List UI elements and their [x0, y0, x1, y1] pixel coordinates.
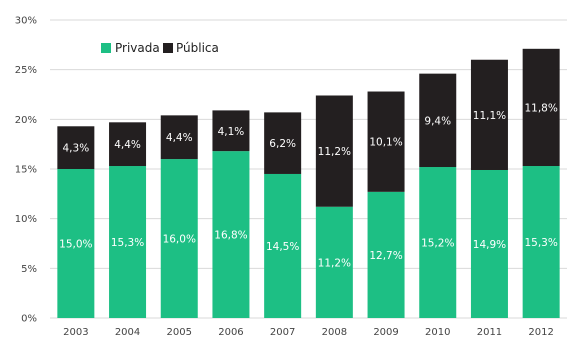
bar-label-publica: 9,4%	[424, 115, 451, 127]
bar-label-publica: 11,1%	[473, 110, 506, 122]
legend-swatch-publica	[163, 43, 173, 53]
bar-publica	[264, 112, 302, 174]
bar-label-privada: 15,3%	[111, 237, 144, 249]
x-axis-ticks: 2003 2004 2005 2006 2007 2008 2009 2010 2011 2012	[63, 327, 554, 338]
x-tick-label: 2003	[63, 327, 88, 338]
bar-label-privada: 14,9%	[473, 239, 506, 251]
bar-label-privada: 15,3%	[524, 237, 557, 249]
bar-privada	[109, 166, 147, 318]
y-tick-label: 15%	[15, 165, 37, 176]
y-tick-label: 10%	[15, 214, 37, 225]
bar-label-publica: 4,1%	[218, 126, 245, 138]
bar-privada	[522, 166, 560, 318]
bar-publica	[57, 126, 95, 169]
bar-privada	[367, 191, 405, 318]
bar-label-publica: 10,1%	[369, 137, 402, 149]
bar-publica	[419, 73, 457, 168]
legend: Privada Pública	[101, 41, 219, 55]
bar-privada	[212, 151, 250, 318]
bars	[57, 48, 560, 318]
bar-privada	[160, 159, 198, 318]
x-tick-label: 2008	[322, 327, 347, 338]
bar-publica	[212, 110, 250, 152]
y-axis-ticks: 0% 5% 10% 15% 20% 25% 30%	[15, 16, 37, 325]
x-tick-label: 2009	[373, 327, 398, 338]
legend-swatch-privada	[101, 43, 111, 53]
y-tick-label: 5%	[21, 264, 37, 275]
bar-publica	[470, 59, 508, 170]
bar-label-privada: 11,2%	[318, 257, 351, 269]
bar-label-publica: 11,2%	[318, 146, 351, 158]
bar-label-privada: 16,0%	[163, 234, 196, 246]
y-tick-label: 25%	[15, 65, 37, 76]
bar-label-privada: 16,8%	[214, 230, 247, 242]
bar-privada	[419, 167, 457, 318]
bar-privada	[264, 173, 302, 318]
bar-privada	[57, 169, 95, 318]
legend-label-publica: Pública	[176, 41, 219, 55]
bar-label-privada: 12,7%	[369, 250, 402, 262]
y-tick-label: 0%	[21, 314, 37, 325]
bar-label-publica: 6,2%	[269, 138, 296, 150]
bar-publica	[315, 95, 353, 207]
bar-label-privada: 14,5%	[266, 241, 299, 253]
bar-publica	[367, 91, 405, 192]
bar-label-privada: 15,2%	[421, 238, 454, 250]
bar-publica	[522, 48, 560, 167]
legend-label-privada: Privada	[115, 41, 160, 55]
x-tick-label: 2012	[528, 327, 553, 338]
x-tick-label: 2005	[167, 327, 192, 338]
bar-label-privada: 15,0%	[59, 239, 92, 251]
bar-privada	[470, 169, 508, 318]
y-tick-label: 20%	[15, 115, 37, 126]
bar-privada	[315, 206, 353, 318]
x-tick-label: 2010	[425, 327, 450, 338]
x-tick-label: 2004	[115, 327, 140, 338]
bar-label-publica: 4,3%	[63, 143, 90, 155]
bar-publica	[160, 115, 198, 160]
bar-labels: 15,0% 4,3% 15,3% 4,4% 16,0% 4,4% 16,8% 4,1% 14,5…	[59, 102, 558, 269]
y-tick-label: 30%	[15, 16, 37, 27]
x-tick-label: 2011	[477, 327, 502, 338]
bar-label-publica: 4,4%	[166, 132, 193, 144]
x-tick-label: 2006	[218, 327, 243, 338]
bar-publica	[109, 122, 147, 167]
x-tick-label: 2007	[270, 327, 295, 338]
bar-label-publica: 4,4%	[114, 139, 141, 151]
bar-label-publica: 11,8%	[524, 102, 557, 114]
